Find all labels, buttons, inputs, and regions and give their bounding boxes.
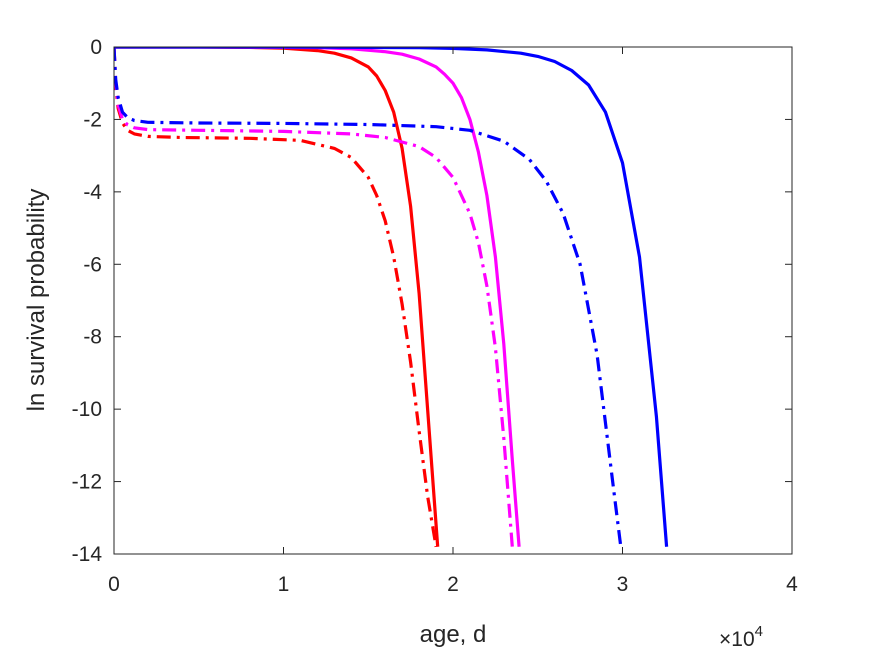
x-axis-label: age, d — [420, 621, 487, 648]
x-tick-label: 2 — [447, 573, 459, 596]
x-tick-label: 1 — [278, 573, 290, 596]
y-tick-label: -10 — [72, 398, 102, 421]
series-line-4-dashdot — [114, 47, 438, 548]
y-tick-label: -2 — [83, 108, 102, 131]
x-exponent-label: ×104 — [719, 623, 763, 651]
x-exponent-power: 4 — [755, 623, 763, 640]
x-tick-labels: 0 1 2 3 4 — [108, 573, 798, 596]
y-axis-label: ln survival probability — [23, 189, 50, 412]
y-tick-label: 0 — [90, 36, 102, 59]
x-tick-label: 0 — [108, 573, 120, 596]
axes — [113, 46, 793, 555]
series-line-6-dashdot — [114, 47, 623, 547]
series-line-5-dashdot — [114, 47, 514, 547]
plot-area — [114, 47, 792, 554]
x-tick-label: 3 — [617, 573, 629, 596]
x-tick-label: 4 — [786, 573, 798, 596]
y-tick-label: -14 — [72, 543, 103, 566]
y-tick-label: -8 — [83, 326, 102, 349]
y-tick-label: -12 — [72, 471, 102, 494]
x-exponent-base: ×10 — [719, 628, 755, 651]
y-tick-label: -6 — [83, 253, 102, 276]
y-tick-label: -4 — [83, 181, 102, 204]
y-tick-labels: 0 -2 -4 -6 -8 -10 -12 -14 — [72, 36, 103, 566]
